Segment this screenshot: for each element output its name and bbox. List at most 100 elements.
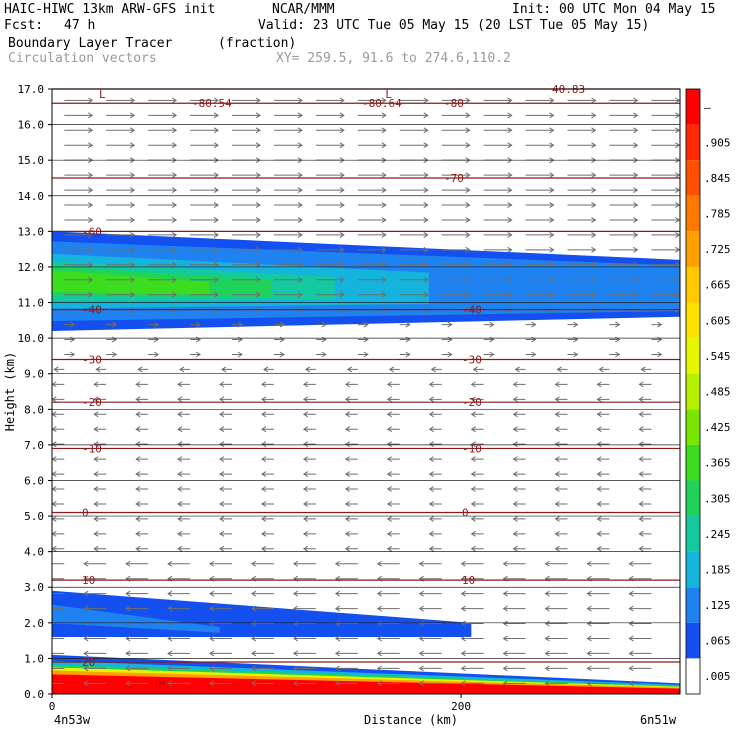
isotherm-label: -30 — [82, 353, 102, 366]
vector-arrow — [219, 396, 233, 403]
vector-arrow — [376, 620, 400, 627]
vector-arrow — [52, 396, 65, 403]
vector-arrow — [64, 217, 94, 223]
vector-arrow — [418, 635, 442, 642]
vector-arrow — [460, 665, 484, 672]
isotherm-label: -20 — [462, 396, 482, 409]
vector-arrow — [441, 276, 471, 283]
vector-arrow — [525, 172, 555, 179]
vector-arrow — [386, 396, 400, 403]
vector-arrow — [232, 246, 261, 253]
vector-arrow — [544, 665, 568, 672]
y-tick-label: 9.0 — [24, 368, 44, 381]
colorbar-swatch — [686, 409, 700, 445]
vector-arrow — [83, 620, 107, 627]
vector-arrow — [357, 291, 387, 298]
vector-arrow — [525, 261, 555, 268]
y-tick-label: 12.0 — [18, 261, 45, 274]
vector-arrow — [441, 127, 471, 134]
vector-arrow — [302, 515, 316, 522]
vector-arrow — [346, 366, 358, 373]
vector-arrow — [651, 231, 680, 238]
vector-arrow — [483, 127, 513, 134]
vector-arrow — [135, 545, 149, 552]
vector-arrow — [148, 261, 178, 268]
vector-arrow — [302, 396, 316, 403]
vector-arrow — [232, 351, 243, 358]
vector-arrow — [628, 680, 652, 687]
colorbar-swatch — [686, 124, 700, 161]
vector-arrow — [399, 351, 411, 358]
colorbar-swatch — [686, 622, 700, 659]
vector-arrow — [567, 231, 597, 238]
vector-arrow — [64, 97, 94, 104]
vector-arrow — [502, 620, 526, 627]
vector-arrow — [554, 501, 568, 507]
vector-arrow — [302, 426, 316, 433]
vector-arrow — [52, 486, 65, 492]
vector-arrow — [190, 172, 220, 179]
vector-arrow — [52, 623, 65, 625]
vector-arrow — [93, 545, 107, 552]
vector-arrow — [357, 246, 387, 253]
vector-arrow — [651, 187, 680, 193]
vector-arrow — [190, 187, 220, 193]
vector-arrow — [525, 202, 555, 208]
vector-arrow — [263, 366, 274, 373]
vector-arrow — [586, 560, 610, 567]
vector-arrow — [470, 545, 484, 552]
vector-arrow — [628, 650, 652, 657]
vector-arrow — [554, 411, 568, 418]
vector-arrow — [209, 650, 233, 657]
colorbar-label: .545 — [704, 350, 731, 363]
vector-arrow — [93, 411, 107, 418]
vector-arrow — [315, 112, 345, 119]
colorbar-label: .005 — [704, 670, 731, 683]
vector-arrow — [135, 441, 149, 448]
vector-arrow — [376, 605, 400, 612]
vector-arrow — [483, 351, 495, 358]
vector-arrow — [232, 231, 261, 238]
vector-arrow — [64, 172, 94, 179]
vector-arrow — [315, 127, 345, 134]
y-tick-label: 11.0 — [18, 297, 45, 310]
vector-arrow — [52, 501, 65, 507]
vector-arrow — [470, 411, 484, 418]
vector-arrow — [651, 351, 663, 358]
vector-arrow — [609, 97, 639, 104]
vector-arrow — [609, 246, 639, 253]
vector-arrow — [190, 246, 220, 253]
x-tick-label: 200 — [451, 700, 471, 713]
vector-arrow — [512, 471, 526, 477]
vector-arrow — [512, 530, 526, 537]
vector-arrow — [261, 530, 274, 537]
colorbar-label: .725 — [704, 243, 731, 256]
vector-arrow — [106, 246, 136, 253]
vector-arrow — [357, 97, 387, 104]
vector-arrow — [273, 231, 303, 238]
vector-arrow — [292, 560, 316, 567]
vector-arrow — [544, 590, 568, 597]
vector-arrow — [567, 202, 597, 208]
vector-arrow — [177, 545, 191, 552]
vector-arrow — [651, 97, 680, 104]
vector-arrow — [428, 515, 442, 522]
vector-arrow — [460, 620, 484, 627]
vector-arrow — [190, 202, 220, 208]
colorbar-swatch — [686, 587, 700, 623]
vector-arrow — [357, 261, 387, 268]
xy-range: XY= 259.5, 91.6 to 274.6,110.2 — [276, 51, 511, 66]
vector-arrow — [292, 680, 316, 687]
x-tick-label: 0 — [49, 700, 56, 713]
vector-arrow — [399, 276, 429, 283]
vector-arrow — [315, 261, 345, 268]
vector-arrow — [567, 291, 597, 298]
vector-arrow — [52, 411, 65, 418]
vector-arrow — [209, 620, 233, 627]
vector-arrow — [586, 620, 610, 627]
vector-name: Circulation vectors — [8, 51, 157, 66]
vector-arrow — [609, 276, 639, 283]
vector-arrow — [596, 545, 610, 552]
vector-arrow — [64, 261, 94, 268]
vector-arrow — [177, 426, 191, 433]
